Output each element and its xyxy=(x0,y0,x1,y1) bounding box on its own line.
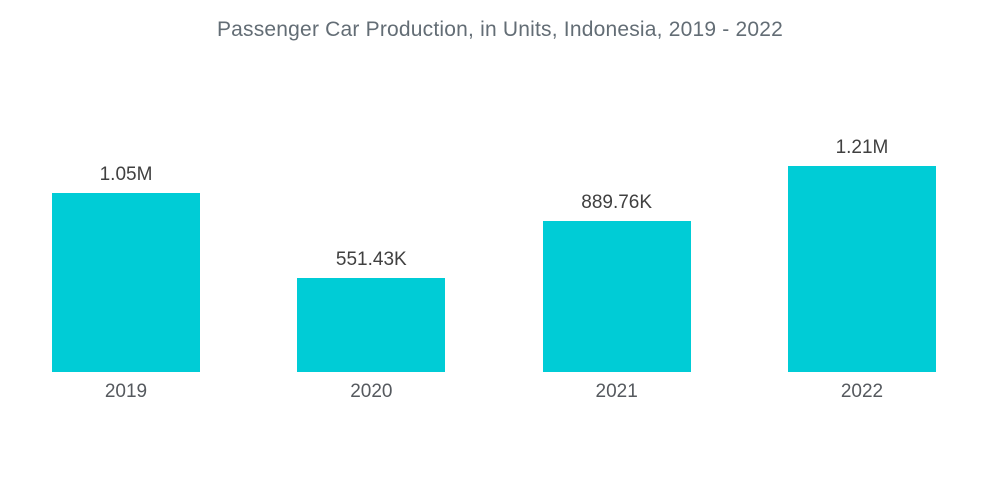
bar-value-label: 1.21M xyxy=(835,137,889,158)
bars-plot-area: 1.05M 2019 551.43K 2020 889.76K 2021 1.2… xyxy=(52,137,936,403)
x-axis-tick-label: 2019 xyxy=(104,381,148,402)
bar-2021[interactable] xyxy=(542,221,691,372)
bar-2020[interactable] xyxy=(297,278,446,372)
x-axis-tick-label: 2022 xyxy=(840,381,884,402)
bar-group-2019: 1.05M 2019 xyxy=(52,164,200,403)
chart-title: Passenger Car Production, in Units, Indo… xyxy=(216,18,784,41)
bar-group-2020: 551.43K 2020 xyxy=(297,249,446,403)
bar-group-2022: 1.21M 2022 xyxy=(787,137,936,403)
bar-2022[interactable] xyxy=(787,166,936,372)
bar-2019[interactable] xyxy=(52,193,200,372)
bar-value-label: 889.76K xyxy=(581,192,653,213)
bar-value-label: 1.05M xyxy=(99,164,153,185)
x-axis-tick-label: 2021 xyxy=(595,381,638,402)
bar-value-label: 551.43K xyxy=(335,249,407,270)
bar-group-2021: 889.76K 2021 xyxy=(542,192,691,403)
x-axis-tick-label: 2020 xyxy=(350,381,393,402)
